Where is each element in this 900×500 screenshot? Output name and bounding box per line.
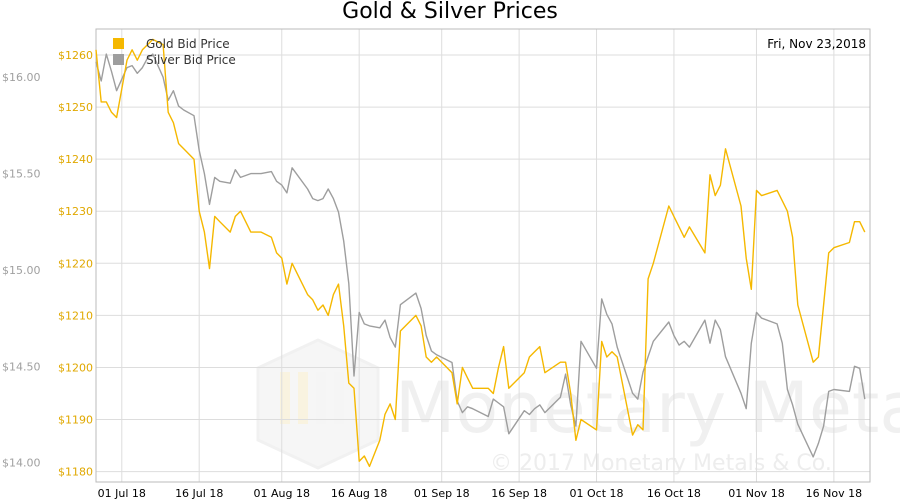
y-tick-label-gold: $1180 — [58, 466, 93, 479]
watermark-copyright: © 2017 Monetary Metals & Co. — [490, 451, 832, 476]
y-tick-label-gold: $1220 — [58, 257, 93, 270]
date-label: Fri, Nov 23,2018 — [767, 37, 866, 51]
legend-swatch-silver — [113, 54, 124, 65]
x-axis: 01 Jul 18 16 Jul 18 01 Aug 18 16 Aug 18 01 S… — [98, 487, 862, 500]
watermark-logo-icon — [256, 338, 380, 470]
legend-item-silver[interactable]: Silver Bid Price — [113, 53, 236, 67]
x-tick-label: 01 Sep 18 — [414, 487, 470, 500]
y-tick-label-silver: $15.00 — [2, 264, 41, 277]
x-tick-label: 16 Oct 18 — [647, 487, 701, 500]
chart-title: Gold & Silver Prices — [342, 0, 558, 24]
y-tick-label-silver: $14.00 — [2, 457, 41, 470]
y-tick-label-gold: $1250 — [58, 101, 93, 114]
y-axis-silver: $14.00 $14.50 $15.00 $15.50 $16.00 — [2, 71, 41, 470]
legend-swatch-gold — [113, 38, 124, 49]
y-tick-label-gold: $1260 — [58, 49, 93, 62]
watermark: Monetary Metals © 2017 Monetary Metals &… — [256, 338, 900, 476]
watermark-brand: Monetary Metals — [395, 367, 900, 449]
legend-label-gold: Gold Bid Price — [146, 37, 230, 51]
x-tick-label: 16 Nov 18 — [806, 487, 862, 500]
y-tick-label-silver: $14.50 — [2, 360, 41, 373]
x-tick-label: 01 Oct 18 — [570, 487, 624, 500]
legend-label-silver: Silver Bid Price — [146, 53, 236, 67]
y-tick-label-gold: $1190 — [58, 414, 93, 427]
x-tick-label: 01 Jul 18 — [98, 487, 146, 500]
y-tick-label-gold: $1230 — [58, 205, 93, 218]
y-tick-label-silver: $16.00 — [2, 71, 41, 84]
x-tick-label: 01 Aug 18 — [254, 487, 310, 500]
x-tick-label: 01 Nov 18 — [728, 487, 784, 500]
series-layer — [95, 38, 866, 468]
y-tick-label-gold: $1240 — [58, 153, 93, 166]
y-tick-label-gold: $1210 — [58, 309, 93, 322]
grid — [96, 29, 870, 482]
legend[interactable]: Gold Bid Price Silver Bid Price — [113, 37, 236, 67]
plot-frame — [95, 28, 871, 483]
series-line-silver[interactable] — [95, 53, 866, 458]
x-tick-label: 16 Jul 18 — [175, 487, 223, 500]
legend-item-gold[interactable]: Gold Bid Price — [113, 37, 230, 51]
x-tick-label: 16 Sep 18 — [491, 487, 547, 500]
series-line-gold[interactable] — [95, 38, 866, 468]
y-tick-label-silver: $15.50 — [2, 168, 41, 181]
y-tick-label-gold: $1200 — [58, 361, 93, 374]
y-axis-left: $1180 $1190 $1200 $1210 $1220 $1230 $1240 $1250… — [58, 49, 93, 479]
x-tick-label: 16 Aug 18 — [331, 487, 387, 500]
